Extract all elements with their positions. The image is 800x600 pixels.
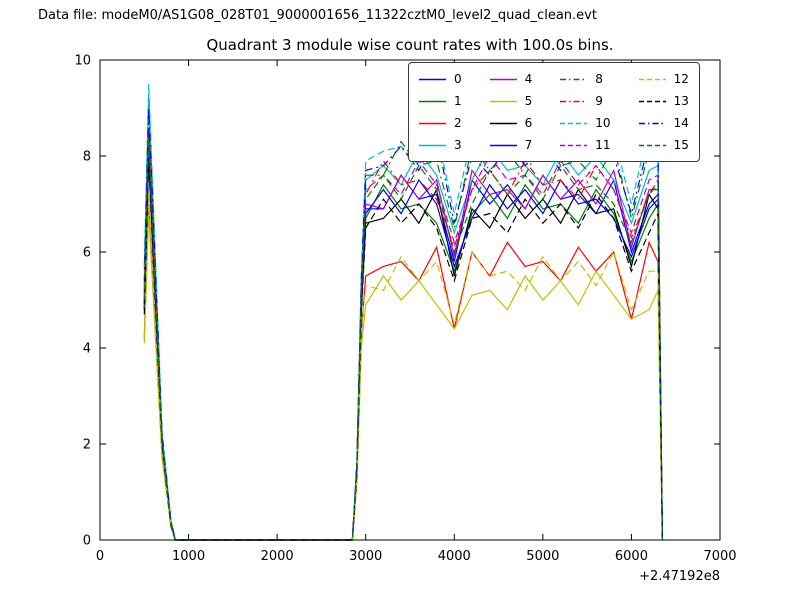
- y-tick-label: 6: [83, 246, 91, 261]
- series-line-6: [143, 155, 663, 541]
- series-line-12: [143, 194, 663, 541]
- legend-line-sample: [419, 122, 446, 124]
- legend-entry-10: 10: [560, 112, 611, 134]
- legend-entry-3: 3: [419, 134, 462, 156]
- legend: 0 1 2 3 4 5 6 7 8 9 10 11 12 13 14 15: [408, 62, 700, 162]
- legend-label: 5: [524, 94, 533, 108]
- y-tick-label: 4: [83, 342, 91, 357]
- legend-label: 7: [524, 138, 533, 152]
- series-line-7: [143, 151, 663, 541]
- x-tick-label: 6000: [615, 549, 648, 564]
- series-line-5: [143, 213, 663, 541]
- legend-label: 12: [673, 72, 689, 86]
- series-line-2: [143, 203, 663, 541]
- series-line-14: [143, 107, 663, 541]
- legend-entry-15: 15: [638, 134, 689, 156]
- legend-entry-0: 0: [419, 68, 462, 90]
- legend-line-sample: [489, 144, 517, 146]
- legend-line-sample: [419, 100, 446, 102]
- legend-label: 11: [595, 138, 611, 152]
- legend-label: 10: [595, 116, 611, 130]
- data-file-label: Data file: modeM0/AS1G08_028T01_90000016…: [38, 8, 597, 23]
- x-tick-label: 0: [96, 549, 104, 564]
- chart-title: Quadrant 3 module wise count rates with …: [206, 36, 614, 54]
- legend-line-sample: [638, 122, 666, 124]
- legend-entry-7: 7: [489, 134, 533, 156]
- legend-entry-14: 14: [638, 112, 689, 134]
- x-tick-label: 3000: [349, 549, 382, 564]
- x-axis-offset-label: +2.47192e8: [639, 569, 720, 584]
- legend-label: 8: [595, 72, 603, 86]
- legend-entry-8: 8: [560, 68, 610, 90]
- legend-label: 13: [673, 94, 689, 108]
- legend-line-sample: [638, 100, 666, 102]
- legend-entry-9: 9: [560, 90, 610, 112]
- series-line-9: [143, 131, 663, 541]
- legend-label: 3: [454, 138, 462, 152]
- legend-line-sample: [560, 122, 588, 124]
- legend-line-sample: [489, 100, 517, 102]
- y-tick-label: 2: [83, 438, 91, 453]
- legend-entry-4: 4: [489, 68, 533, 90]
- y-tick-label: 8: [83, 150, 91, 165]
- x-tick-label: 2000: [261, 549, 294, 564]
- y-tick-label: 0: [83, 534, 91, 549]
- legend-entry-12: 12: [638, 68, 689, 90]
- legend-line-sample: [489, 78, 517, 80]
- legend-entry-6: 6: [489, 112, 533, 134]
- legend-label: 2: [454, 116, 462, 130]
- axes-frame: [99, 59, 721, 541]
- legend-label: 4: [524, 72, 533, 86]
- legend-label: 1: [454, 94, 462, 108]
- x-tick-label: 4000: [438, 549, 471, 564]
- series-line-0: [143, 146, 663, 541]
- legend-line-sample: [560, 144, 588, 146]
- x-tick-label: 7000: [703, 549, 736, 564]
- legend-label: 15: [673, 138, 689, 152]
- legend-entry-11: 11: [560, 134, 611, 156]
- legend-line-sample: [638, 78, 666, 80]
- legend-line-sample: [419, 144, 446, 146]
- series-line-15: [143, 136, 663, 541]
- legend-line-sample: [419, 78, 446, 80]
- legend-entry-2: 2: [419, 112, 462, 134]
- legend-label: 14: [673, 116, 689, 130]
- x-tick-label: 5000: [526, 549, 559, 564]
- legend-entry-13: 13: [638, 90, 689, 112]
- y-tick-label: 10: [74, 54, 91, 69]
- legend-label: 9: [595, 94, 603, 108]
- legend-label: 6: [524, 116, 533, 130]
- legend-line-sample: [489, 122, 517, 124]
- legend-line-sample: [560, 100, 588, 102]
- legend-line-sample: [638, 144, 666, 146]
- legend-label: 0: [454, 72, 462, 86]
- x-tick-label: 1000: [172, 549, 205, 564]
- legend-entry-5: 5: [489, 90, 533, 112]
- legend-entry-1: 1: [419, 90, 462, 112]
- legend-line-sample: [560, 78, 588, 80]
- series-line-1: [143, 155, 663, 541]
- series-line-13: [143, 160, 663, 541]
